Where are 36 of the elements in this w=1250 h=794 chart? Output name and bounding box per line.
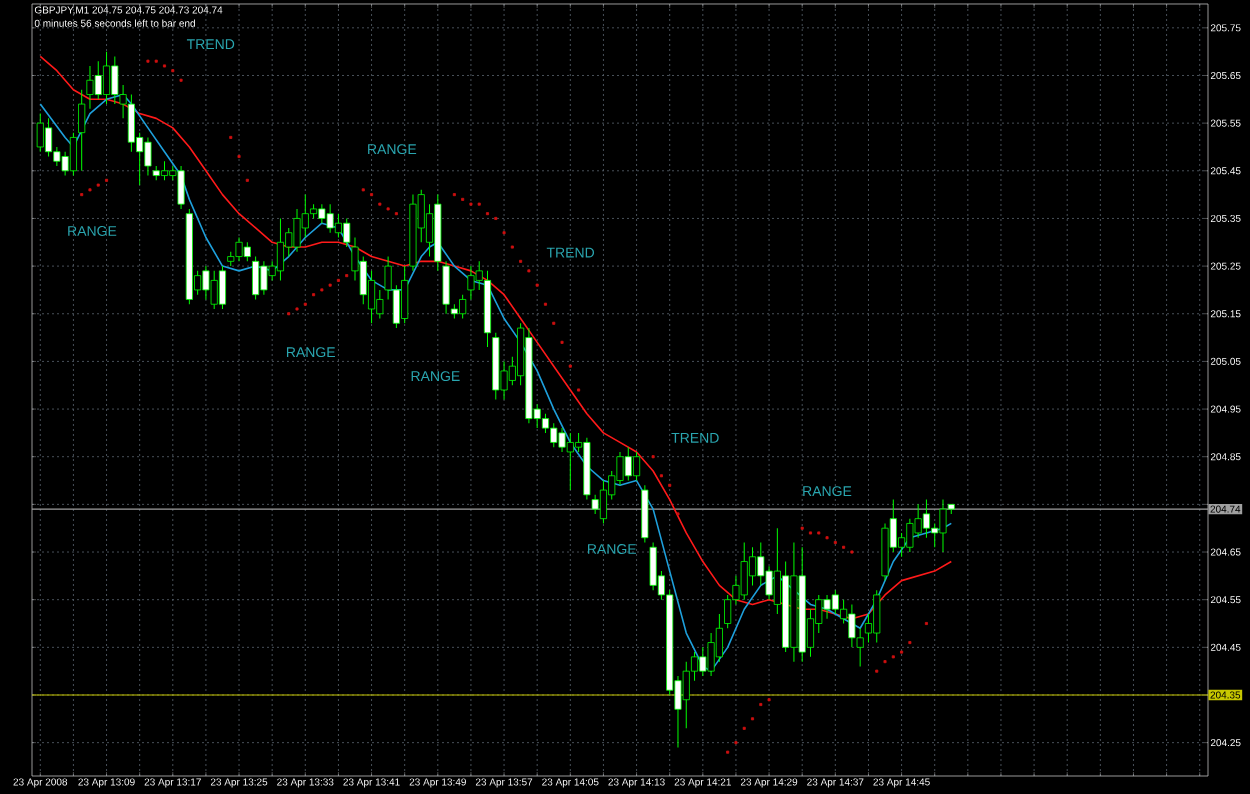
candlestick (210, 270, 218, 310)
candlestick (401, 265, 409, 324)
candlestick (624, 446, 632, 482)
candlestick (939, 499, 947, 553)
candlestick (78, 89, 86, 172)
candlestick (218, 265, 227, 310)
candlestick (69, 132, 77, 177)
candlestick (699, 646, 707, 677)
candlestick (558, 427, 566, 453)
candlestick (550, 422, 558, 448)
candlestick (873, 589, 881, 644)
candlestick (102, 51, 111, 105)
candlestick (127, 94, 135, 153)
candlestick (160, 160, 169, 181)
candlestick (848, 603, 856, 648)
candlestick (144, 136, 152, 177)
candlestick (740, 541, 748, 601)
candlestick (252, 256, 260, 300)
candlestick (566, 432, 574, 491)
candlestick (831, 589, 839, 615)
candlestick (326, 203, 334, 234)
candlestick (36, 113, 44, 153)
candlestick (707, 632, 715, 677)
candlestick (459, 294, 467, 320)
candlestick (293, 208, 301, 253)
candlestick (823, 594, 831, 620)
candlestick (86, 65, 94, 110)
candlestick (235, 237, 243, 262)
candlestick (649, 541, 657, 591)
candlestick (243, 241, 251, 262)
candlestick (260, 260, 268, 296)
candlestick (202, 265, 210, 300)
candlestick (641, 484, 649, 543)
candlestick (467, 265, 475, 300)
candlestick (177, 165, 185, 210)
candlestick (881, 522, 889, 582)
